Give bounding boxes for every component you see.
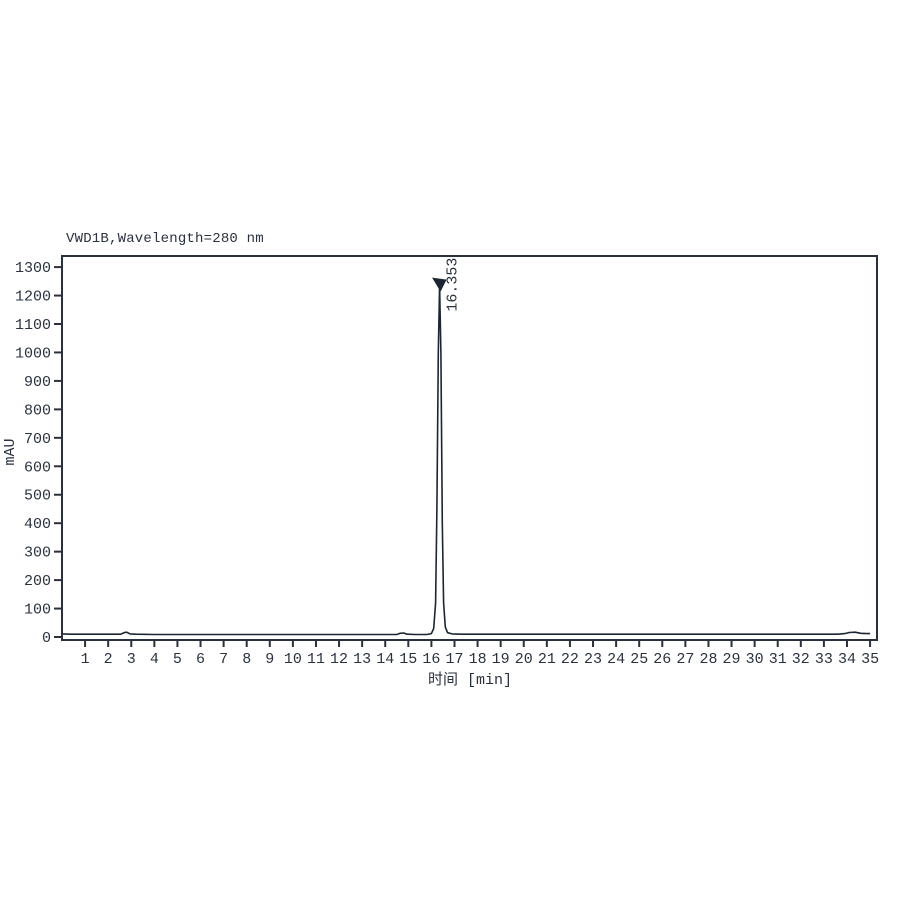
y-tick-label: 200 — [24, 573, 51, 590]
x-tick-label: 17 — [445, 651, 463, 668]
y-tick-label: 700 — [24, 431, 51, 448]
x-tick-label: 10 — [284, 651, 302, 668]
x-tick-label: 1 — [81, 651, 90, 668]
x-axis-label: 时间 [min] — [427, 672, 512, 689]
x-tick-label: 15 — [399, 651, 417, 668]
y-tick-label: 1300 — [15, 260, 51, 277]
x-tick-label: 18 — [469, 651, 487, 668]
x-tick-label: 4 — [150, 651, 159, 668]
y-tick-label: 900 — [24, 374, 51, 391]
y-tick-label: 500 — [24, 488, 51, 505]
x-tick-label: 34 — [838, 651, 856, 668]
x-tick-label: 26 — [653, 651, 671, 668]
y-tick-label: 1000 — [15, 345, 51, 362]
x-tick-label: 29 — [723, 651, 741, 668]
x-tick-label: 7 — [219, 651, 228, 668]
chart-title: VWD1B,Wavelength=280 nm — [66, 231, 264, 247]
x-tick-label: 3 — [127, 651, 136, 668]
y-tick-label: 0 — [42, 630, 51, 647]
x-tick-label: 12 — [330, 651, 348, 668]
x-tick-label: 19 — [492, 651, 510, 668]
x-tick-label: 11 — [307, 651, 325, 668]
peak-marker-icon — [432, 277, 447, 292]
x-tick-label: 6 — [196, 651, 205, 668]
x-tick-label: 22 — [561, 651, 579, 668]
x-tick-label: 24 — [607, 651, 625, 668]
x-tick-label: 20 — [515, 651, 533, 668]
y-tick-label: 100 — [24, 602, 51, 619]
x-tick-label: 30 — [746, 651, 764, 668]
x-tick-label: 35 — [861, 651, 879, 668]
plot-frame — [61, 255, 878, 641]
peak-retention-label: 16.353 — [445, 258, 462, 312]
x-tick-label: 33 — [815, 651, 833, 668]
y-tick-label: 1200 — [15, 289, 51, 306]
x-tick-label: 21 — [538, 651, 556, 668]
x-tick-label: 31 — [769, 651, 787, 668]
trace-line — [62, 284, 871, 636]
x-tick-label: 8 — [242, 651, 251, 668]
x-tick-label: 2 — [104, 651, 113, 668]
x-tick-label: 28 — [699, 651, 717, 668]
x-tick-label: 27 — [676, 651, 694, 668]
x-tick-label: 16 — [422, 651, 440, 668]
x-tick-label: 5 — [173, 651, 182, 668]
x-tick-label: 23 — [584, 651, 602, 668]
x-tick-label: 32 — [792, 651, 810, 668]
x-tick-label: 9 — [265, 651, 274, 668]
y-tick-label: 1100 — [15, 317, 51, 334]
y-tick-label: 800 — [24, 402, 51, 419]
x-tick-label: 13 — [353, 651, 371, 668]
y-tick-label: 400 — [24, 516, 51, 533]
y-tick-label: 600 — [24, 459, 51, 476]
y-tick-label: 300 — [24, 545, 51, 562]
x-tick-label: 25 — [630, 651, 648, 668]
x-tick-label: 14 — [376, 651, 394, 668]
